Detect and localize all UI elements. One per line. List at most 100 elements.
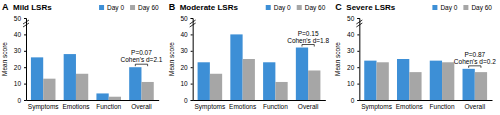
x-tick-label: Function bbox=[430, 103, 455, 110]
panel-label: B bbox=[169, 2, 176, 12]
y-axis-title: Mean score bbox=[1, 42, 8, 76]
panel: BModerate LSRs01020304050SymptomsEmotion… bbox=[168, 2, 330, 111]
bar bbox=[296, 48, 308, 100]
bar bbox=[308, 70, 320, 100]
y-tick-label: 0 bbox=[351, 97, 355, 104]
y-axis: 0 10 20 30 40 50 bbox=[180, 15, 193, 104]
legend-swatch bbox=[99, 5, 104, 10]
legend-swatch bbox=[130, 5, 135, 10]
annotation-text: Cohen's d=1.8 bbox=[287, 37, 329, 44]
y-tick-label: 10 bbox=[180, 80, 188, 87]
x-tick-label: Emotions bbox=[229, 103, 257, 110]
bar bbox=[364, 61, 376, 100]
bar bbox=[76, 74, 88, 100]
axis-break bbox=[23, 20, 29, 27]
x-tick-label: Emotions bbox=[62, 103, 90, 110]
y-tick: 20 bbox=[180, 64, 192, 71]
y-tick: 30 bbox=[14, 47, 26, 54]
y-tick: 10 bbox=[347, 80, 359, 87]
y-tick-mark bbox=[191, 18, 193, 19]
y-tick-mark bbox=[24, 84, 26, 85]
bar bbox=[31, 57, 43, 100]
x-tick: Function bbox=[96, 100, 121, 110]
bar bbox=[109, 97, 121, 100]
y-tick-mark bbox=[24, 51, 26, 52]
annotation: P=0.15Cohen's d=1.8 bbox=[287, 30, 329, 47]
x-tick: Symptoms bbox=[195, 100, 226, 111]
bar bbox=[442, 62, 454, 100]
x-tick: Emotions bbox=[229, 100, 257, 110]
axis-break-line bbox=[23, 23, 29, 27]
x-tick-label: Symptoms bbox=[195, 103, 226, 111]
x-tick: Function bbox=[263, 100, 288, 110]
x-tick: Symptoms bbox=[361, 100, 392, 111]
y-tick-mark bbox=[357, 84, 359, 85]
plot: 01020304050SymptomsEmotionsFunctionOvera… bbox=[180, 15, 329, 111]
legend-label: Day 60 bbox=[471, 4, 492, 12]
title: Mild LSRs bbox=[13, 3, 52, 12]
legend: Day 60Day 0 bbox=[99, 4, 159, 12]
legend-label: Day 60 bbox=[138, 4, 159, 12]
title: Severe LSRs bbox=[346, 3, 395, 12]
bar bbox=[397, 59, 409, 100]
y-tick-mark bbox=[191, 67, 193, 68]
x-axis: SymptomsEmotionsFunctionOverall bbox=[360, 100, 493, 111]
bars bbox=[198, 34, 321, 100]
bar bbox=[96, 93, 108, 100]
legend-swatch bbox=[463, 5, 468, 10]
y-tick-mark bbox=[357, 100, 359, 101]
y-tick: 0 bbox=[17, 97, 26, 104]
y-tick: 50 bbox=[180, 15, 192, 22]
bracket bbox=[135, 64, 147, 66]
axis-break-line bbox=[356, 23, 362, 27]
y-tick-label: 30 bbox=[180, 47, 188, 54]
x-axis: SymptomsEmotionsFunctionOverall bbox=[193, 100, 326, 111]
y-axis: 0 10 20 30 40 50 bbox=[14, 15, 27, 104]
y-tick-label: 50 bbox=[180, 15, 188, 22]
x-axis-line bbox=[360, 100, 493, 101]
x-tick-label: Symptoms bbox=[28, 103, 59, 111]
bar bbox=[64, 54, 76, 100]
axis-break-line bbox=[190, 23, 196, 27]
y-tick: 30 bbox=[180, 47, 192, 54]
x-tick-label: Function bbox=[96, 103, 121, 110]
y-axis: 01020304050 bbox=[347, 15, 360, 104]
y-tick: 40 bbox=[14, 31, 26, 38]
y-tick: 50 bbox=[14, 15, 26, 22]
plot: 0 10 20 30 40 50 SymptomsEmotions Function Overa… bbox=[14, 15, 163, 111]
bar bbox=[141, 82, 153, 100]
x-tick-label: Overall bbox=[465, 103, 486, 110]
annotation-text: Cohen's d=2.1 bbox=[121, 56, 163, 63]
y-tick-label: 10 bbox=[14, 80, 22, 87]
annotation: P=0.87Cohen's d=0.2 bbox=[454, 51, 496, 68]
x-tick: Emotions bbox=[62, 100, 90, 110]
panel: AMild LSRs01020304050SymptomsEmotionsFun… bbox=[1, 2, 163, 111]
bar bbox=[475, 72, 487, 100]
y-axis-line bbox=[191, 19, 194, 101]
x-tick: Overall bbox=[131, 100, 152, 110]
bars bbox=[364, 59, 487, 100]
panel: CSevere LSRs01020304050SymptomsEmotionsF… bbox=[334, 2, 496, 111]
legend: Day 60Day 0 bbox=[266, 4, 326, 12]
y-tick-mark bbox=[191, 51, 193, 52]
bar bbox=[198, 62, 210, 100]
bar bbox=[263, 62, 275, 100]
bar bbox=[129, 67, 141, 100]
bar bbox=[43, 79, 55, 100]
y-tick-label: 0 bbox=[17, 97, 21, 104]
y-tick: 40 bbox=[347, 31, 359, 38]
y-tick-mark bbox=[357, 34, 359, 35]
bar bbox=[430, 61, 442, 100]
y-tick: 40 bbox=[180, 31, 192, 38]
y-tick-label: 30 bbox=[14, 47, 22, 54]
legend-swatch bbox=[432, 5, 437, 10]
y-tick-label: 0 bbox=[184, 97, 188, 104]
y-tick-label: 30 bbox=[347, 47, 355, 54]
y-tick-mark bbox=[191, 84, 193, 85]
x-axis: SymptomsEmotions Function Overall bbox=[27, 100, 160, 111]
y-tick: 20 bbox=[14, 64, 26, 71]
y-tick-label: 50 bbox=[14, 15, 22, 22]
x-tick: Symptoms bbox=[28, 100, 59, 111]
annotation-text: P=0.87 bbox=[464, 51, 485, 58]
y-tick-mark bbox=[191, 34, 193, 35]
